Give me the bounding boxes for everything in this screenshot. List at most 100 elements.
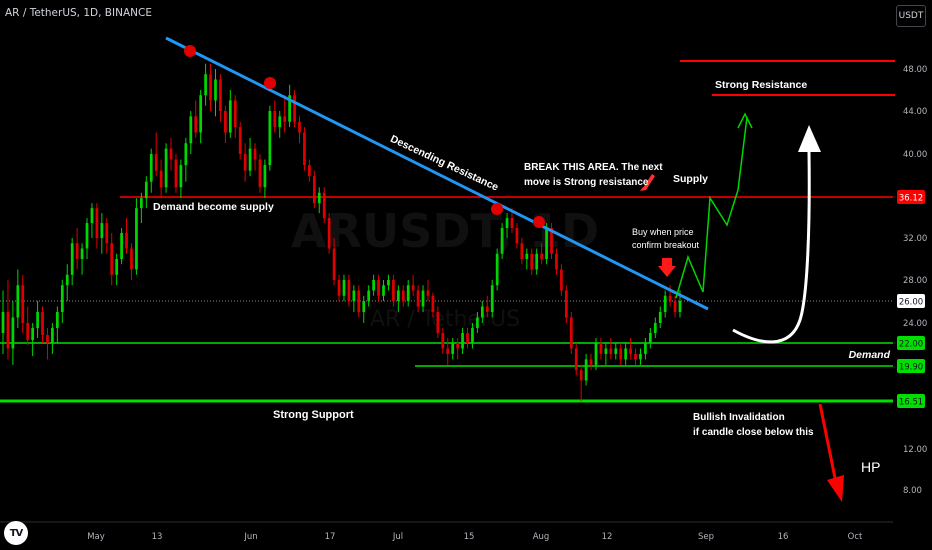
currency-button[interactable]: USDT [896,5,926,27]
candle [653,317,657,338]
candle [199,90,203,144]
candle [55,306,59,343]
candle [421,285,425,312]
x-axis-tick-label: 12 [602,532,613,542]
candle [569,312,573,354]
candle-body [456,343,459,349]
candle-body [668,295,672,301]
candle-body [174,159,178,188]
buy-label-line1: Buy when price [632,227,694,237]
candle [125,218,128,254]
price-label-text: 26.00 [899,298,923,308]
break-area-label-line1: BREAK THIS AREA. The next [524,162,663,173]
price-label-text: 16.51 [899,398,923,408]
candle [159,159,163,199]
candle [574,343,578,376]
candle [579,364,583,402]
candle [253,143,257,171]
candle [396,285,400,312]
candle-body [471,328,474,343]
candle-body [624,348,628,360]
y-axis-tick-label: 32.00 [903,234,927,244]
candle-body [41,312,44,335]
candle-body [70,243,74,275]
candle-body [426,290,430,296]
candle-body [352,290,356,301]
symbol-title[interactable]: AR / TetherUS, 1D, BINANCE [5,7,152,19]
x-axis-tick-label: 17 [325,532,336,542]
candle [21,274,25,333]
candle [619,343,623,365]
invalidation-label-line2: if candle close below this [693,427,814,438]
candle-body [288,95,291,122]
candle [80,243,84,275]
candle [110,233,114,286]
candle-body [362,301,366,312]
candle-body [214,79,217,101]
candle [75,228,79,270]
candle [204,63,207,106]
y-axis-tick-label: 28.00 [903,276,927,286]
candle [441,328,445,354]
candle [604,343,608,365]
candle [658,306,662,328]
candle [41,306,44,343]
y-axis-tick-label: 40.00 [903,150,927,160]
candle-body [663,295,667,312]
candle-body [169,148,173,160]
candle-body [480,306,484,318]
candle [515,223,519,249]
candle-body [644,343,647,354]
candle-body [115,259,119,275]
descending-resistance-label: Descending Resistance [388,133,500,194]
price-label-box [897,336,925,350]
candle [663,290,667,318]
x-axis-tick-label: 13 [152,532,163,542]
candle [308,159,311,182]
candle-body [416,290,420,307]
candle [584,353,588,386]
candle-body [36,312,39,328]
candle [555,248,558,275]
candle [31,323,35,357]
candle-body [120,233,123,259]
tradingview-logo[interactable]: TV [4,521,28,545]
candle-body [495,253,499,286]
candle [382,280,385,301]
candle [174,154,178,193]
candle-body [540,253,543,259]
candle-body [228,100,232,133]
candle-body [431,295,435,312]
candle [228,90,232,138]
candle [401,285,405,307]
x-axis-tick-label: Sep [698,532,714,542]
demand-label: Demand [849,349,891,361]
candle-body [75,243,79,259]
candle-body [629,348,632,354]
candle-body [421,290,425,307]
candle [550,223,553,259]
candle [26,306,30,346]
candle-body [510,218,514,229]
candle [505,213,509,238]
candle [95,203,99,249]
candle-body [298,121,301,133]
candle-body [599,343,603,354]
candle [283,95,287,133]
candle-body [26,323,30,340]
candle [90,203,94,238]
candle-body [634,353,637,360]
candle [6,280,10,360]
candle [560,264,563,296]
candle [184,137,188,182]
y-axis-tick-label: 8.00 [903,486,922,496]
candle-body [653,323,657,333]
candle-body [179,165,183,188]
candle-body [238,127,242,154]
candle-body [574,348,578,371]
candle [624,343,628,365]
candle-body [194,116,198,133]
candle-body [392,280,395,301]
candle-body [485,306,489,312]
